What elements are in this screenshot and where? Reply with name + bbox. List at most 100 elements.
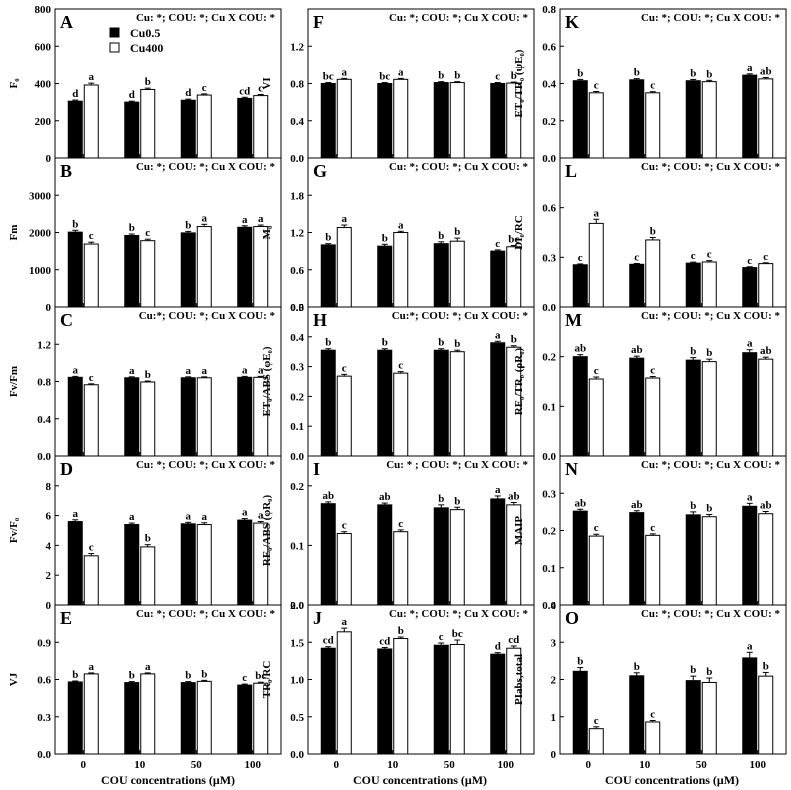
- bar: [124, 234, 140, 308]
- significance-letter: cd: [239, 85, 250, 97]
- panel-A: 0 200 400 600 800 d d d cd a b c c A Cu: *; COU: *; Cu…: [8, 4, 282, 165]
- stats-annotation: Cu: *; COU: *; Cu X COU: *: [136, 608, 276, 620]
- y-tick-label: 0.0: [290, 153, 304, 165]
- significance-letter: ab: [631, 344, 643, 356]
- significance-letter: b: [454, 338, 460, 350]
- significance-letter: b: [650, 225, 656, 237]
- significance-letter: a: [747, 491, 753, 503]
- bar: [701, 681, 717, 755]
- significance-letter: c: [342, 520, 347, 532]
- significance-letter: c: [691, 250, 696, 262]
- bar: [196, 94, 212, 159]
- significance-letter: b: [690, 67, 696, 79]
- bar: [490, 83, 506, 159]
- panel-label: N: [565, 459, 578, 479]
- y-tick-label: 0.2: [290, 481, 304, 493]
- bar: [629, 357, 645, 457]
- bar: [701, 261, 717, 308]
- significance-letter: a: [258, 364, 264, 376]
- bar: [180, 377, 196, 457]
- significance-letter: c: [594, 715, 599, 727]
- bar: [180, 682, 196, 755]
- x-axis-title-col3: COU concentrations (μM): [605, 773, 739, 787]
- y-tick-label: 0.0: [37, 749, 51, 761]
- significance-letter: c: [650, 522, 655, 534]
- stats-annotation: Cu: *; COU: *; Cu X COU: *: [389, 608, 529, 620]
- bar: [742, 267, 758, 308]
- y-tick-label: 0.2: [542, 526, 556, 538]
- bar: [758, 513, 774, 606]
- bar: [572, 670, 588, 755]
- significance-letter: b: [129, 670, 135, 682]
- significance-letter: c: [398, 518, 403, 530]
- bar: [629, 263, 645, 308]
- bar: [758, 263, 774, 308]
- significance-letter: a: [398, 219, 404, 231]
- bar: [83, 243, 99, 308]
- bar: [588, 222, 604, 308]
- bar: [506, 246, 522, 308]
- significance-letter: b: [438, 230, 444, 242]
- bar: [701, 81, 717, 159]
- bar: [83, 673, 99, 755]
- y-tick-label: 0.8: [290, 79, 304, 91]
- significance-letter: ab: [322, 490, 334, 502]
- panel-label: L: [565, 161, 577, 181]
- significance-letter: a: [242, 214, 248, 226]
- bar: [685, 359, 701, 457]
- bar: [645, 239, 661, 308]
- bar: [572, 356, 588, 457]
- y-tick-label: 0.0: [542, 302, 556, 314]
- bar: [685, 262, 701, 308]
- x-tick-label: 50: [191, 759, 203, 771]
- y-tick-label: 0.0: [542, 153, 556, 165]
- stats-annotation: Cu: *; COU: *; Cu X COU: *: [641, 310, 781, 322]
- legend-label-cu400: Cu400: [130, 41, 163, 55]
- x-tick-label: 10: [134, 759, 146, 771]
- x-tick-label: 50: [444, 759, 456, 771]
- y-tick-label: 2000: [29, 228, 52, 240]
- significance-letter: a: [129, 365, 135, 377]
- y-axis-label: DI₀/RC: [513, 215, 525, 250]
- significance-letter: b: [185, 219, 191, 231]
- panel-label: F: [313, 12, 324, 32]
- y-tick-label: 200: [35, 116, 52, 128]
- y-tick-label: 0.3: [37, 712, 51, 724]
- bar: [237, 376, 253, 457]
- significance-letter: a: [242, 364, 248, 376]
- panel-C: 0.00.40.81.2a a a ac b a aC Cu:*; COU: *; Cu X …: [8, 306, 282, 463]
- bar: [140, 546, 156, 606]
- significance-letter: c: [707, 249, 712, 261]
- significance-letter: ab: [379, 491, 391, 503]
- y-tick-label: 0: [46, 153, 52, 165]
- stats-annotation: Cu:*; COU: *; Cu X COU: *: [139, 310, 276, 322]
- y-tick-label: 0: [46, 600, 52, 612]
- y-axis-label: ET₀/ABS (φE₀): [261, 346, 273, 416]
- significance-letter: b: [382, 232, 388, 244]
- y-tick-label: 0.5: [290, 302, 304, 314]
- significance-letter: bc: [255, 670, 266, 682]
- panel-I: 0.00.10.2ab ab bac cb abI Cu: * ; COU: *; Cu …: [261, 455, 535, 612]
- significance-letter: d: [129, 89, 135, 101]
- bar: [377, 504, 393, 606]
- significance-letter: bc: [452, 628, 463, 640]
- significance-letter: a: [202, 365, 208, 377]
- panel-label: G: [313, 161, 327, 181]
- panel-N: 0.0 0.1 0.2 0.3 ab ab b a c c b ab N Cu: *; COU: *; C…: [513, 455, 787, 612]
- bar: [393, 232, 409, 308]
- significance-letter: b: [511, 334, 517, 346]
- y-tick-label: 0.6: [290, 265, 304, 277]
- y-tick-label: 600: [35, 41, 52, 53]
- y-tick-label: 1.2: [37, 339, 51, 351]
- significance-letter: a: [186, 510, 192, 522]
- bar: [449, 351, 465, 457]
- bar: [490, 653, 506, 755]
- y-tick-label: 0: [46, 302, 52, 314]
- bar: [758, 358, 774, 457]
- bar: [180, 99, 196, 159]
- y-tick-label: 0.2: [290, 391, 304, 403]
- y-tick-label: 0.4: [37, 414, 51, 426]
